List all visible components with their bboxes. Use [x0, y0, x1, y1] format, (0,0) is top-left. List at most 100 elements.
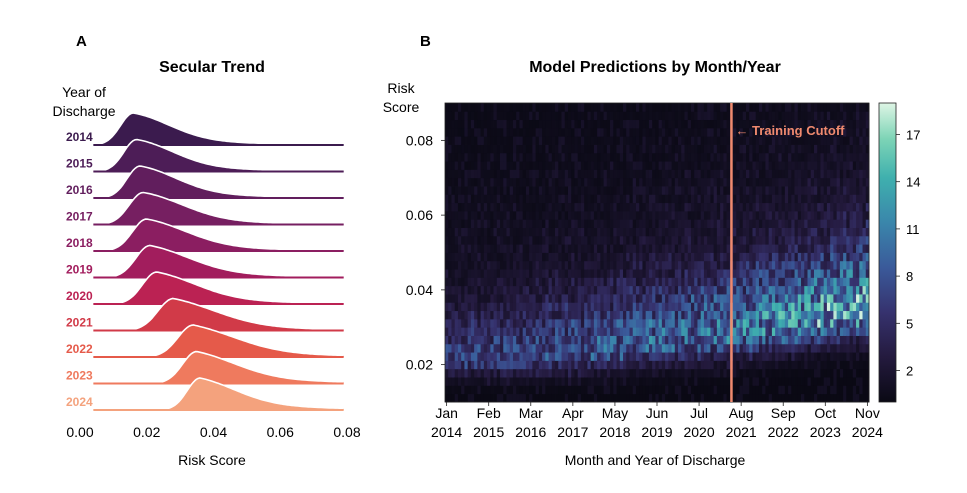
heatmap-cell — [593, 385, 598, 395]
heatmap-cell — [661, 127, 666, 137]
heatmap-cell — [606, 169, 611, 179]
heatmap-cell — [642, 210, 647, 220]
heatmap-cell — [668, 169, 672, 179]
heatmap-cell — [823, 318, 828, 328]
heatmap-cell — [500, 252, 504, 262]
heatmap-cell — [564, 385, 569, 395]
heatmap-cell — [668, 335, 672, 345]
heatmap-cell — [658, 186, 663, 195]
heatmap-cell — [490, 360, 494, 370]
heatmap-cell — [720, 235, 724, 245]
heatmap-cell — [645, 119, 650, 129]
heatmap-cell — [749, 227, 753, 237]
heatmap-cell — [506, 169, 511, 179]
heatmap-cell — [658, 260, 663, 270]
heatmap-cell — [587, 219, 592, 228]
heatmap-cell — [775, 161, 779, 170]
heatmap-cell — [856, 227, 860, 237]
heatmap-cell — [784, 277, 789, 287]
heatmap-cell — [865, 260, 870, 270]
heatmap-cell — [461, 161, 465, 170]
heatmap-cell — [457, 318, 462, 328]
heatmap-cell — [817, 360, 821, 370]
heatmap-cell — [519, 277, 524, 287]
heatmap-cell — [674, 127, 679, 137]
heatmap-cell — [852, 285, 857, 295]
heatmap-cell — [561, 294, 566, 303]
ridge-2016 — [93, 166, 344, 198]
heatmap-cell — [461, 186, 465, 195]
heatmap-cell — [801, 219, 805, 228]
heatmap-cell — [723, 368, 727, 378]
heatmap-cell — [746, 210, 750, 220]
heatmap-cell — [791, 136, 795, 145]
heatmap-cell — [461, 136, 465, 145]
heatmap-cell — [448, 335, 452, 345]
heatmap-cell — [606, 103, 611, 112]
heatmap-cell — [671, 202, 676, 212]
heatmap-cell — [610, 244, 614, 253]
heatmap-cell — [833, 152, 838, 162]
heatmap-cell — [778, 136, 783, 145]
heatmap-cell — [474, 360, 478, 370]
heatmap-cell — [648, 177, 653, 187]
heatmap-cell — [509, 210, 514, 220]
heatmap-cell — [690, 152, 695, 162]
heatmap-cell — [801, 335, 805, 345]
heatmap-cell — [503, 393, 507, 403]
heatmap-cell — [567, 260, 572, 270]
heatmap-cell — [632, 127, 637, 137]
heatmap-cell — [820, 152, 825, 162]
heatmap-cell — [600, 136, 604, 145]
heatmap-cell — [551, 119, 556, 129]
heatmap-cell — [483, 360, 488, 370]
heatmap-cell — [713, 177, 718, 187]
heatmap-cell — [655, 177, 660, 187]
heatmap-cell — [619, 385, 624, 395]
heatmap-cell — [804, 210, 808, 220]
heatmap-cell — [710, 111, 715, 121]
heatmap-cell — [823, 194, 828, 204]
heatmap-cell — [665, 352, 669, 361]
heatmap-cell — [626, 310, 630, 320]
heatmap-cell — [509, 352, 514, 361]
heatmap-cell — [687, 352, 692, 361]
heatmap-cell — [833, 352, 838, 361]
heatmap-cell — [474, 277, 478, 287]
heatmap-cell — [733, 111, 737, 121]
heatmap-cell — [503, 210, 507, 220]
heatmap-cell — [629, 136, 634, 145]
heatmap-cell — [600, 161, 604, 170]
heatmap-cell — [797, 277, 802, 287]
heatmap-cell — [716, 119, 721, 129]
heatmap-cell — [736, 186, 740, 195]
heatmap-cell — [768, 235, 773, 245]
heatmap-cell — [733, 277, 737, 287]
heatmap-cell — [678, 227, 682, 237]
heatmap-cell — [516, 327, 520, 336]
heatmap-cell — [626, 235, 630, 245]
heatmap-cell — [839, 235, 844, 245]
heatmap-cell — [797, 294, 802, 303]
heatmap-cell — [690, 260, 695, 270]
heatmap-cell — [817, 368, 821, 378]
heatmap-cell — [833, 318, 838, 328]
heatmap-cell — [642, 302, 647, 312]
heatmap-cell — [457, 360, 462, 370]
heatmap-cell — [587, 144, 592, 154]
heatmap-cell — [849, 260, 854, 270]
heatmap-cell — [778, 161, 783, 170]
heatmap-cell — [470, 144, 475, 154]
heatmap-cell — [726, 103, 731, 112]
heatmap-cell — [658, 294, 663, 303]
heatmap-cell — [775, 111, 779, 121]
heatmap-cell — [710, 127, 715, 137]
heatmap-cell — [448, 202, 452, 212]
heatmap-cell — [606, 227, 611, 237]
heatmap-cell — [548, 360, 553, 370]
heatmap-cell — [639, 227, 643, 237]
heatmap-cell — [713, 277, 718, 287]
heatmap-cell — [519, 202, 524, 212]
heatmap-cell — [762, 227, 766, 237]
heatmap-cell — [555, 227, 559, 237]
